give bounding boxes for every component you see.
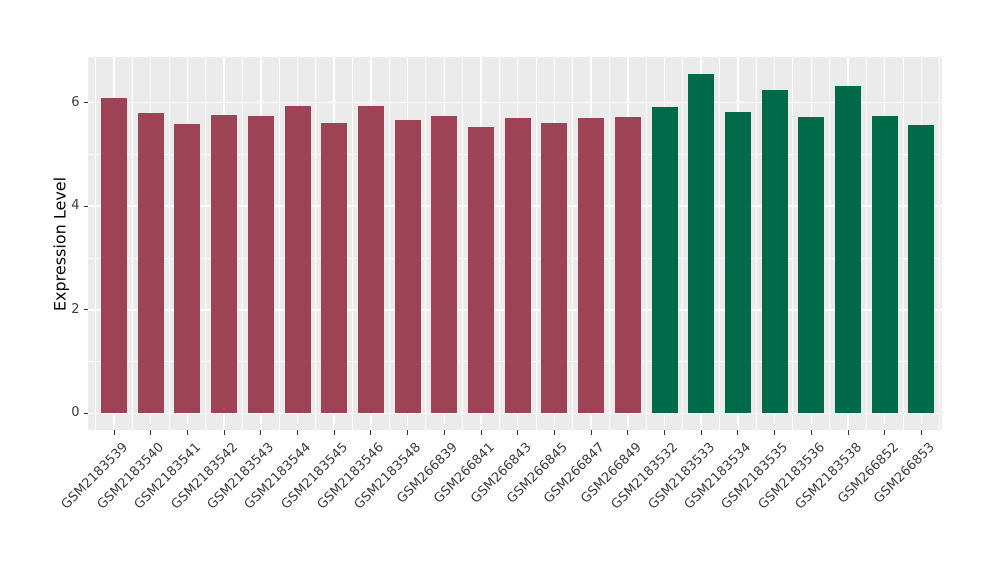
x-tick <box>333 430 335 435</box>
x-tick <box>700 430 702 435</box>
bar <box>357 106 384 414</box>
x-tick <box>920 430 922 435</box>
bar <box>247 115 274 414</box>
bar <box>431 116 458 414</box>
y-tick-label: 2 <box>71 301 80 317</box>
x-gridline-minor <box>315 57 317 430</box>
x-gridline-minor <box>425 57 427 430</box>
y-axis-title: Expression Level <box>50 176 70 311</box>
bar <box>211 115 238 414</box>
x-tick <box>260 430 262 435</box>
x-tick <box>627 430 629 435</box>
bar <box>468 126 494 414</box>
bar <box>504 117 531 414</box>
bar <box>174 124 201 414</box>
x-gridline-minor <box>939 57 941 430</box>
bar <box>394 120 421 414</box>
x-tick <box>223 430 225 435</box>
y-tick-label: 0 <box>71 405 80 421</box>
y-tick <box>83 309 88 311</box>
x-tick <box>664 430 665 435</box>
x-tick <box>407 430 409 435</box>
x-gridline-minor <box>535 57 537 430</box>
bar <box>101 97 127 414</box>
x-tick <box>297 430 298 435</box>
bar <box>284 105 311 414</box>
bar <box>541 123 568 414</box>
x-gridline-minor <box>792 57 794 430</box>
x-gridline-minor <box>278 57 280 430</box>
x-tick <box>737 430 739 435</box>
bar <box>835 86 861 414</box>
x-tick <box>370 430 372 435</box>
bar <box>871 116 898 414</box>
x-gridline-minor <box>95 57 97 430</box>
plot-panel <box>88 57 942 430</box>
bar <box>578 118 605 414</box>
x-tick <box>553 430 555 435</box>
bar <box>321 122 348 414</box>
y-gridline-major <box>88 412 942 415</box>
bar <box>651 106 678 414</box>
x-gridline-minor <box>352 57 354 430</box>
y-tick-label: 4 <box>71 198 80 214</box>
x-tick <box>480 430 482 435</box>
y-tick <box>83 205 88 207</box>
x-gridline-minor <box>498 57 500 430</box>
x-gridline-minor <box>388 57 390 430</box>
x-gridline-minor <box>682 57 684 430</box>
y-tick <box>83 102 88 104</box>
x-tick <box>517 430 519 435</box>
x-gridline-minor <box>755 57 757 430</box>
x-tick <box>810 430 812 435</box>
bar <box>614 116 641 414</box>
bar <box>724 112 751 414</box>
x-gridline-minor <box>719 57 721 430</box>
bar <box>908 125 935 414</box>
x-gridline-minor <box>829 57 831 430</box>
x-gridline-minor <box>572 57 574 430</box>
x-tick <box>186 430 188 435</box>
x-tick <box>443 430 445 435</box>
x-tick <box>590 430 592 435</box>
x-gridline-minor <box>205 57 207 430</box>
x-gridline-minor <box>241 57 243 430</box>
x-tick <box>113 430 115 435</box>
y-tick <box>83 412 88 414</box>
x-gridline-minor <box>645 57 647 430</box>
x-gridline-minor <box>462 57 464 430</box>
x-gridline-minor <box>865 57 867 430</box>
x-gridline-minor <box>902 57 904 430</box>
y-tick-label: 6 <box>71 94 80 110</box>
bar <box>688 74 715 414</box>
x-gridline-minor <box>168 57 170 430</box>
bar <box>137 112 164 414</box>
y-gridline-major <box>88 101 942 104</box>
x-gridline-minor <box>608 57 610 430</box>
x-axis: GSM2183539 GSM2183540 GSM2183541 GSM2183542… <box>58 430 942 580</box>
x-tick <box>150 430 152 435</box>
x-gridline-minor <box>131 57 133 430</box>
bar <box>761 89 788 414</box>
bar <box>798 117 825 414</box>
x-tick <box>884 430 886 435</box>
x-tick <box>774 430 776 435</box>
x-tick <box>847 430 849 435</box>
